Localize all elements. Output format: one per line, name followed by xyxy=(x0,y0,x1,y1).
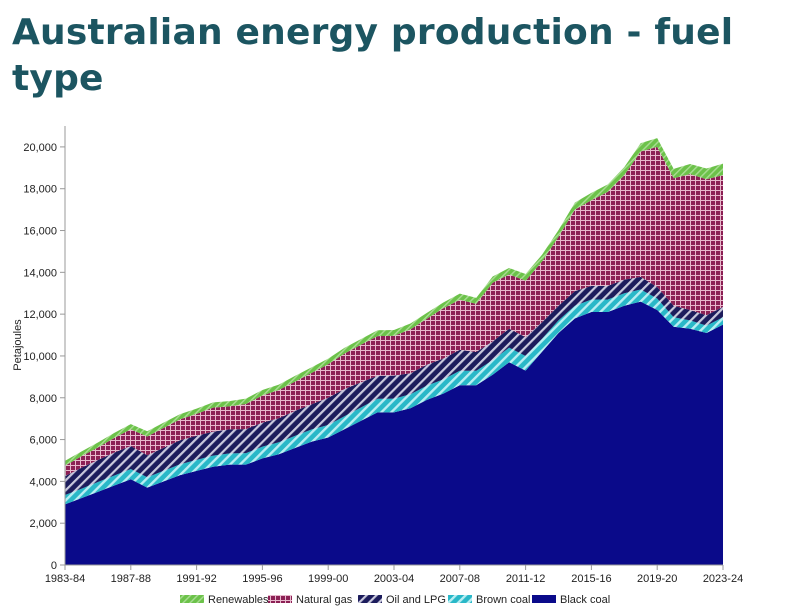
legend-item-brown-coal[interactable]: Brown coal xyxy=(448,594,530,606)
y-tick-label: 0 xyxy=(51,560,57,572)
x-axis: 1983-84 1987-88 1991-92 1995-96 1999-00 2003-… xyxy=(45,565,743,585)
legend-swatch-brown-coal xyxy=(448,595,472,603)
legend-item-natural-gas[interactable]: Natural gas xyxy=(268,594,353,606)
y-tick-label: 2,000 xyxy=(29,518,57,530)
x-tick-label: 2007-08 xyxy=(440,573,480,585)
legend-swatch-oil-and-lpg xyxy=(358,595,382,603)
y-tick-label: 18,000 xyxy=(23,184,57,196)
legend[interactable]: Renewables Natural gas Oil and LPG Brown co… xyxy=(180,594,610,606)
x-tick-label: 2011-12 xyxy=(506,573,546,585)
legend-item-oil-and-lpg[interactable]: Oil and LPG xyxy=(358,594,446,606)
legend-item-black-coal[interactable]: Black coal xyxy=(532,594,610,606)
y-axis-title: Petajoules xyxy=(12,319,24,371)
legend-label-natural-gas: Natural gas xyxy=(296,594,353,606)
x-tick-label: 1987-88 xyxy=(111,573,151,585)
y-tick-label: 16,000 xyxy=(23,226,57,238)
x-tick-label: 2019-20 xyxy=(637,573,677,585)
x-tick-label: 2023-24 xyxy=(703,573,743,585)
y-tick-label: 8,000 xyxy=(29,393,57,405)
x-tick-label: 1983-84 xyxy=(45,573,85,585)
area-natural-gas[interactable] xyxy=(65,146,723,477)
legend-swatch-black-coal xyxy=(532,595,556,603)
legend-label-brown-coal: Brown coal xyxy=(476,594,530,606)
series-areas xyxy=(65,138,723,565)
legend-swatch-renewables xyxy=(180,595,204,603)
x-tick-label: 1999-00 xyxy=(308,573,348,585)
area-oil-and-lpg[interactable] xyxy=(65,276,723,495)
y-tick-label: 20,000 xyxy=(23,142,57,154)
x-tick-label: 2015-16 xyxy=(571,573,611,585)
legend-swatch-natural-gas xyxy=(268,595,292,603)
y-tick-label: 14,000 xyxy=(23,267,57,279)
legend-item-renewables[interactable]: Renewables xyxy=(180,594,269,606)
legend-label-oil-and-lpg: Oil and LPG xyxy=(386,594,446,606)
x-tick-label: 2003-04 xyxy=(374,573,414,585)
x-tick-label: 1991-92 xyxy=(176,573,216,585)
y-tick-label: 6,000 xyxy=(29,435,57,447)
y-tick-label: 10,000 xyxy=(23,351,57,363)
page-title: Australian energy production - fuel type xyxy=(12,12,734,99)
legend-label-renewables: Renewables xyxy=(208,594,269,606)
y-tick-label: 12,000 xyxy=(23,309,57,321)
area-black-coal[interactable] xyxy=(65,301,723,565)
legend-label-black-coal: Black coal xyxy=(560,594,610,606)
y-tick-label: 4,000 xyxy=(29,476,57,488)
x-tick-label: 1995-96 xyxy=(242,573,282,585)
y-axis: 0 2,000 4,000 6,000 8,000 10,000 12,000 14,000 1… xyxy=(23,142,65,572)
